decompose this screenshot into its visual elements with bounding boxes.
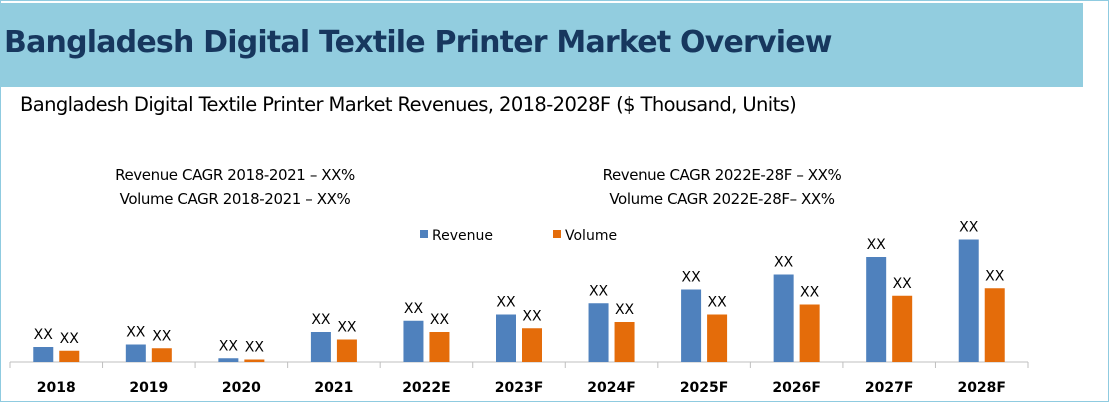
bar-revenue xyxy=(958,239,979,362)
bar-revenue xyxy=(588,303,609,362)
data-label-revenue: XX xyxy=(867,237,887,253)
cagr-annotation-left-revenue: Revenue CAGR 2018-2021 – XX% xyxy=(115,166,355,184)
data-label-volume: XX xyxy=(707,295,727,311)
bar-volume xyxy=(151,348,172,362)
bar-volume xyxy=(522,328,542,362)
bar-revenue xyxy=(403,320,424,362)
page-title: Bangladesh Digital Textile Printer Marke… xyxy=(4,25,833,60)
data-label-revenue: XX xyxy=(219,338,239,354)
bar-revenue xyxy=(218,358,239,362)
x-tick-label: 2021 xyxy=(314,380,353,396)
bar-volume xyxy=(892,295,913,362)
data-label-revenue: XX xyxy=(404,301,424,317)
chart-title: Bangladesh Digital Textile Printer Marke… xyxy=(20,93,797,116)
x-tick-label: 2019 xyxy=(129,380,168,396)
bar-volume xyxy=(799,304,820,362)
x-tick-label: 2023F xyxy=(495,380,544,396)
bar-volume xyxy=(244,359,265,362)
x-tick-label: 2022E xyxy=(402,380,451,396)
bar-volume xyxy=(614,322,635,362)
data-label-revenue: XX xyxy=(681,270,701,286)
data-label-volume: XX xyxy=(893,276,913,292)
legend-label-volume: Volume xyxy=(565,228,617,244)
data-label-volume: XX xyxy=(152,328,172,344)
data-label-revenue: XX xyxy=(496,295,516,311)
data-label-volume: XX xyxy=(615,302,635,318)
x-tick-label: 2027F xyxy=(865,380,914,396)
legend-swatch-revenue xyxy=(420,230,428,238)
bar-revenue xyxy=(310,332,331,362)
data-label-revenue: XX xyxy=(311,312,331,328)
data-label-volume: XX xyxy=(60,331,80,347)
bar-volume xyxy=(59,350,80,362)
data-label-revenue: XX xyxy=(959,220,979,236)
data-label-volume: XX xyxy=(430,312,450,328)
title-banner: Bangladesh Digital Textile Printer Marke… xyxy=(0,3,1083,87)
cagr-annotation-right-volume: Volume CAGR 2022E-28F– XX% xyxy=(609,190,835,208)
data-label-volume: XX xyxy=(522,308,542,324)
x-tick-label: 2026F xyxy=(772,380,821,396)
x-tick-label: 2024F xyxy=(587,380,636,396)
bar-revenue xyxy=(33,347,54,362)
data-label-volume: XX xyxy=(800,285,820,301)
bar-volume xyxy=(336,339,357,362)
data-label-revenue: XX xyxy=(589,283,609,299)
data-label-volume: XX xyxy=(337,320,357,336)
bar-revenue xyxy=(866,257,887,362)
cagr-annotation-right-revenue: Revenue CAGR 2022E-28F – XX% xyxy=(602,166,842,184)
data-label-volume: XX xyxy=(245,340,265,356)
data-label-volume: XX xyxy=(985,268,1005,284)
bar-revenue xyxy=(681,289,702,362)
bar-revenue xyxy=(125,344,146,362)
bar-volume xyxy=(707,314,728,362)
bar-revenue xyxy=(496,314,516,362)
cagr-annotation-left-volume: Volume CAGR 2018-2021 – XX% xyxy=(119,190,351,208)
x-tick-label: 2028F xyxy=(957,380,1006,396)
data-label-revenue: XX xyxy=(774,255,794,271)
legend-label-revenue: Revenue xyxy=(432,228,493,244)
bar-volume xyxy=(429,332,450,362)
x-tick-label: 2020 xyxy=(222,380,261,396)
bar-revenue xyxy=(773,274,794,362)
data-label-revenue: XX xyxy=(126,325,146,341)
bar-volume xyxy=(984,288,1005,362)
legend-swatch-volume xyxy=(553,230,561,238)
data-label-revenue: XX xyxy=(34,327,54,343)
x-tick-label: 2025F xyxy=(680,380,729,396)
x-tick-label: 2018 xyxy=(37,380,76,396)
